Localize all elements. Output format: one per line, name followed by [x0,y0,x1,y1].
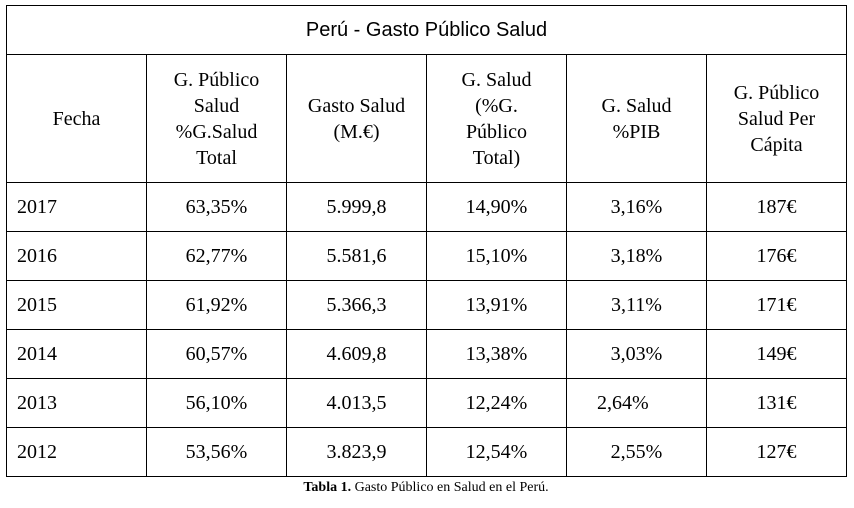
cell-value: 176€ [706,231,847,281]
cell-value: 15,10% [426,231,567,281]
cell-value: 60,57% [146,329,287,379]
header-gasto-salud-pct-publico: G. Salud (%G. Público Total) [426,54,567,183]
cell-value: 3,18% [566,231,707,281]
header-gasto-publico-salud-pct: G. Público Salud %G.Salud Total [146,54,287,183]
cell-value: 13,91% [426,280,567,330]
cell-value: 61,92% [146,280,287,330]
cell-year: 2012 [6,427,147,477]
table-row: 2013 56,10% 4.013,5 12,24% 2,64% 131€ [6,378,847,428]
header-gasto-salud-pib: G. Salud %PIB [566,54,707,183]
cell-value: 14,90% [426,182,567,232]
cell-year: 2013 [6,378,147,428]
cell-value: 3,03% [566,329,707,379]
cell-value: 5.999,8 [286,182,427,232]
table-caption: Tabla 1. Gasto Público en Salud en el Pe… [6,480,846,496]
cell-value: 127€ [706,427,847,477]
cell-value: 187€ [706,182,847,232]
table-row: 2012 53,56% 3.823,9 12,54% 2,55% 127€ [6,427,847,477]
cell-value: 53,56% [146,427,287,477]
cell-value: 3,16% [566,182,707,232]
header-fecha: Fecha [6,54,147,183]
caption-text: Gasto Público en Salud en el Perú. [351,480,549,495]
cell-year: 2015 [6,280,147,330]
caption-label: Tabla 1. [303,480,352,495]
cell-value: 63,35% [146,182,287,232]
cell-value: 3,11% [566,280,707,330]
cell-value: 12,24% [426,378,567,428]
cell-value: 131€ [706,378,847,428]
cell-value: 56,10% [146,378,287,428]
cell-value: 2,64% [566,378,707,428]
header-per-capita: G. Público Salud Per Cápita [706,54,847,183]
table-row: 2017 63,35% 5.999,8 14,90% 3,16% 187€ [6,182,847,232]
cell-value: 4.013,5 [286,378,427,428]
table-container: Perú - Gasto Público Salud Fecha G. Públ… [6,5,847,496]
table-title: Perú - Gasto Público Salud [6,5,847,55]
cell-value: 4.609,8 [286,329,427,379]
cell-value: 5.366,3 [286,280,427,330]
cell-value: 3.823,9 [286,427,427,477]
table-row: 2016 62,77% 5.581,6 15,10% 3,18% 176€ [6,231,847,281]
cell-year: 2016 [6,231,147,281]
cell-value: 149€ [706,329,847,379]
header-gasto-salud-meur: Gasto Salud (M.€) [286,54,427,183]
table-row: 2014 60,57% 4.609,8 13,38% 3,03% 149€ [6,329,847,379]
cell-value: 13,38% [426,329,567,379]
cell-value: 62,77% [146,231,287,281]
table-row: 2015 61,92% 5.366,3 13,91% 3,11% 171€ [6,280,847,330]
cell-value: 2,55% [566,427,707,477]
cell-value: 12,54% [426,427,567,477]
cell-value: 5.581,6 [286,231,427,281]
cell-year: 2017 [6,182,147,232]
cell-value: 171€ [706,280,847,330]
health-spending-table: Perú - Gasto Público Salud Fecha G. Públ… [6,5,847,477]
cell-year: 2014 [6,329,147,379]
